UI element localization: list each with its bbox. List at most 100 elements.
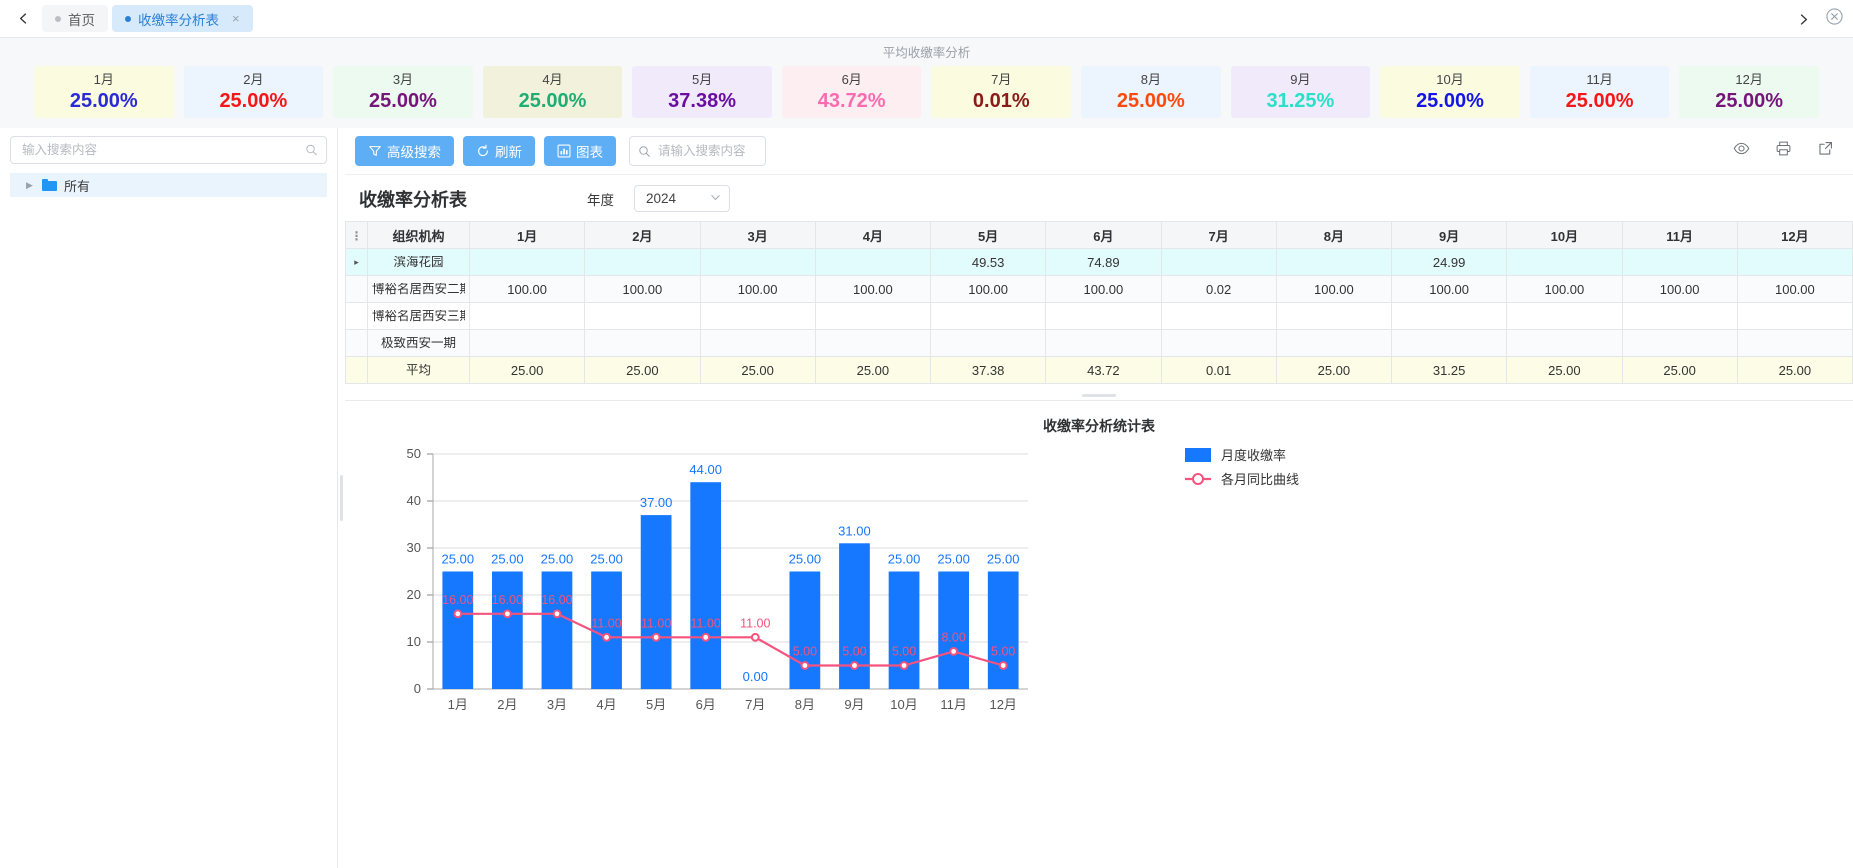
table-row[interactable]: 博裕名居西安二期 100.00 100.00 100.00 100.00 100.00 10…: [345, 275, 1853, 303]
chart-xtick-label: 4月: [596, 697, 616, 712]
chart-line-point[interactable]: [750, 632, 760, 642]
table-row[interactable]: 平均 25.00 25.00 25.00 25.00 37.38 43.72 0.01 25.0…: [345, 356, 1853, 384]
chart-line-point[interactable]: [899, 661, 909, 670]
legend-swatch-bar[interactable]: [1185, 448, 1211, 462]
toolbar-search-box[interactable]: [629, 136, 766, 166]
chart-bar-value-label: 25.00: [590, 552, 623, 567]
table-cell-org: 平均: [367, 356, 470, 384]
preview-button[interactable]: [1733, 140, 1755, 162]
chart-bar[interactable]: [690, 482, 722, 689]
chart-bar[interactable]: [938, 571, 969, 690]
row-selector[interactable]: [345, 275, 368, 303]
table-column-menu[interactable]: ⋮: [345, 221, 368, 249]
chart-line-point[interactable]: [850, 661, 859, 670]
print-button[interactable]: [1775, 140, 1797, 162]
year-select-value: 2024: [646, 191, 677, 206]
advanced-search-button[interactable]: 高级搜索: [355, 136, 454, 166]
table-row[interactable]: 博裕名居西安三期: [345, 302, 1853, 330]
table-column-header[interactable]: 1月: [468, 221, 586, 249]
table-header: ⋮ 组织机构 1月 2月 3月 4月 5月 6月 7月 8月 9月 10月 11月 12月: [345, 221, 1853, 249]
kpi-card[interactable]: 3月 25.00%: [333, 66, 473, 118]
kpi-card[interactable]: 5月 37.38%: [632, 66, 772, 118]
kpi-card[interactable]: 2月 25.00%: [183, 66, 324, 118]
filter-icon: [369, 146, 381, 156]
kpi-card[interactable]: 4月 25.00%: [482, 66, 623, 118]
table-cell-value: [699, 248, 816, 276]
row-selector[interactable]: ▸: [345, 248, 368, 276]
refresh-label: 刷新: [495, 145, 522, 160]
chart-bar[interactable]: [640, 515, 672, 689]
chart-line-point[interactable]: [701, 632, 711, 642]
kpi-card[interactable]: 8月 25.00%: [1081, 66, 1221, 118]
row-selector[interactable]: [345, 329, 368, 357]
folder-icon: [42, 179, 57, 191]
tree-node-all[interactable]: ▶ 所有: [10, 173, 327, 197]
collection-rate-chart[interactable]: 0 10 20 30 40 50 25.00 25.00 25.00 25.00 37.00 44.0…: [345, 436, 1845, 766]
tab-scroll-left-button[interactable]: [10, 6, 36, 32]
table-resize-handle[interactable]: [345, 384, 1853, 400]
table-column-header[interactable]: 8月: [1275, 221, 1393, 249]
chart-bar[interactable]: [492, 571, 523, 690]
table-column-header[interactable]: 4月: [814, 221, 932, 249]
tree-search-box[interactable]: [10, 136, 327, 164]
kpi-card[interactable]: 9月 31.25%: [1230, 66, 1371, 118]
chart-line-point[interactable]: [998, 661, 1008, 670]
chart-bar[interactable]: [789, 571, 821, 690]
table-cell-value: 25.00: [1736, 356, 1853, 384]
chart-line-point[interactable]: [453, 609, 463, 619]
table-column-header[interactable]: 组织机构: [367, 221, 470, 249]
table-cell-value: [1275, 248, 1393, 276]
export-button[interactable]: [1817, 140, 1839, 162]
row-selector[interactable]: [345, 302, 368, 330]
kpi-card-value: 37.38%: [668, 90, 737, 112]
pane-splitter[interactable]: [338, 128, 345, 868]
year-select[interactable]: 2024: [634, 185, 730, 212]
table-column-header[interactable]: 12月: [1736, 221, 1853, 249]
kpi-card[interactable]: 11月 25.00%: [1529, 66, 1670, 118]
chart-line-point[interactable]: [949, 647, 959, 656]
chart-line-point[interactable]: [602, 632, 611, 642]
chevron-right-icon[interactable]: ▶: [26, 179, 33, 190]
chart-button[interactable]: 图表: [544, 136, 616, 166]
tab-home[interactable]: 首页: [42, 5, 108, 32]
close-all-tabs-button[interactable]: [1826, 8, 1843, 30]
row-selector[interactable]: [345, 356, 368, 384]
chart-bar[interactable]: [442, 571, 474, 690]
kpi-card[interactable]: 10月 25.00%: [1380, 66, 1520, 118]
table-row[interactable]: 极致西安一期: [345, 329, 1853, 357]
table-row[interactable]: ▸ 滨海花园 49.53 74.89 24.99: [345, 248, 1853, 276]
chart-line-point[interactable]: [800, 661, 810, 670]
tab-close-icon[interactable]: ×: [232, 11, 240, 26]
tab-collection-rate-analysis[interactable]: 收缴率分析表 ×: [112, 5, 253, 32]
table-column-header[interactable]: 6月: [1045, 221, 1162, 249]
table-column-header[interactable]: 11月: [1621, 221, 1738, 249]
table-column-header[interactable]: 5月: [929, 221, 1047, 249]
chart-bar[interactable]: [888, 571, 920, 690]
chart-line-point[interactable]: [502, 609, 512, 619]
chart-xtick-label: 1月: [448, 697, 468, 712]
kpi-card-row: 1月 25.00% 2月 25.00% 3月 25.00% 4月 25.00% 5月 37.38%…: [0, 62, 1853, 118]
table-column-header[interactable]: 10月: [1506, 221, 1623, 249]
table-column-header[interactable]: 7月: [1160, 221, 1277, 249]
kpi-card[interactable]: 6月 43.72%: [781, 66, 922, 118]
table-column-header[interactable]: 9月: [1390, 221, 1508, 249]
table-column-header[interactable]: 2月: [584, 221, 701, 249]
chart-bar[interactable]: [987, 571, 1019, 690]
table-cell-value: [1506, 329, 1623, 357]
chart-line[interactable]: [457, 612, 1004, 667]
table-cell-org: 博裕名居西安三期: [367, 302, 470, 330]
chart-line-point[interactable]: [552, 609, 562, 619]
refresh-icon: [478, 144, 488, 157]
refresh-button[interactable]: 刷新: [463, 136, 535, 166]
toolbar-search-input[interactable]: [656, 143, 757, 159]
tab-scroll-right-button[interactable]: [1790, 6, 1816, 32]
kpi-card[interactable]: 7月 0.01%: [931, 66, 1072, 118]
chart-line-point[interactable]: [651, 632, 661, 642]
chart-bar[interactable]: [591, 571, 622, 690]
tree-search-input[interactable]: [20, 142, 300, 158]
kpi-card[interactable]: 12月 25.00%: [1679, 66, 1819, 118]
chart-bar[interactable]: [541, 571, 573, 690]
table-cell-value: [584, 329, 701, 357]
table-column-header[interactable]: 3月: [699, 221, 816, 249]
kpi-card[interactable]: 1月 25.00%: [34, 66, 174, 118]
